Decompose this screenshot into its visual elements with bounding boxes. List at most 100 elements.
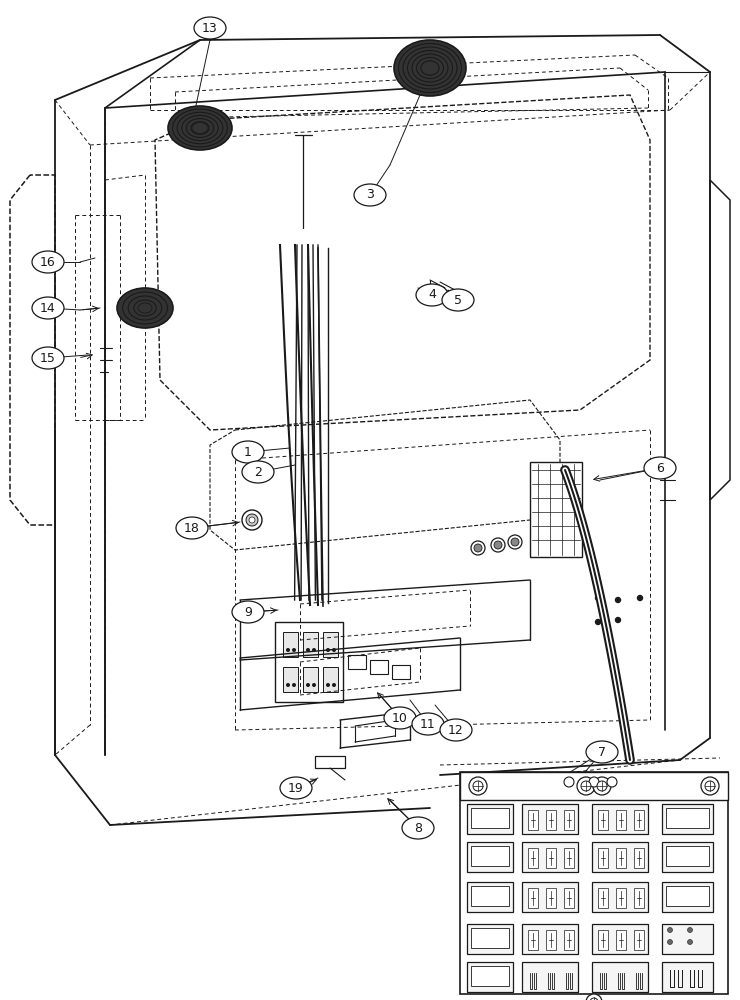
Ellipse shape <box>242 461 274 483</box>
Ellipse shape <box>394 40 466 96</box>
Bar <box>592 924 648 954</box>
Circle shape <box>564 777 574 787</box>
Bar <box>592 962 648 992</box>
Ellipse shape <box>192 122 208 133</box>
Ellipse shape <box>280 777 312 799</box>
Text: 8: 8 <box>414 822 422 834</box>
Bar <box>460 772 728 994</box>
Text: 18: 18 <box>184 522 200 534</box>
Circle shape <box>687 940 693 944</box>
Bar <box>598 930 608 950</box>
Bar <box>546 810 556 830</box>
Circle shape <box>667 940 673 944</box>
Ellipse shape <box>232 441 264 463</box>
Ellipse shape <box>384 707 416 729</box>
Text: 5: 5 <box>454 294 462 306</box>
Ellipse shape <box>168 106 232 150</box>
Ellipse shape <box>416 284 448 306</box>
Bar <box>522 842 578 872</box>
Bar <box>546 930 556 950</box>
Circle shape <box>667 928 673 932</box>
Bar <box>522 804 578 834</box>
Circle shape <box>494 541 502 549</box>
Bar <box>348 655 366 669</box>
Text: 10: 10 <box>392 712 408 724</box>
Ellipse shape <box>176 517 208 539</box>
Bar <box>528 810 538 830</box>
Circle shape <box>473 781 483 791</box>
Bar <box>528 888 538 908</box>
Text: 4: 4 <box>428 288 436 302</box>
Ellipse shape <box>412 713 444 735</box>
Bar <box>467 804 513 834</box>
Circle shape <box>701 777 719 795</box>
Bar <box>564 848 574 868</box>
Ellipse shape <box>32 251 64 273</box>
Circle shape <box>471 541 485 555</box>
Ellipse shape <box>138 303 152 313</box>
Bar <box>546 888 556 908</box>
Bar <box>616 888 626 908</box>
Circle shape <box>616 597 621 602</box>
Bar <box>323 667 338 692</box>
Bar <box>283 632 298 657</box>
Bar <box>315 756 345 768</box>
Circle shape <box>474 544 482 552</box>
Bar <box>467 842 513 872</box>
Circle shape <box>249 517 255 523</box>
Bar <box>634 888 644 908</box>
Circle shape <box>286 683 290 687</box>
Circle shape <box>312 648 316 652</box>
Text: 12: 12 <box>448 724 464 736</box>
Bar <box>634 930 644 950</box>
Bar <box>471 966 509 986</box>
Bar <box>303 632 318 657</box>
Bar <box>522 962 578 992</box>
Bar <box>460 772 728 800</box>
Bar <box>662 962 713 992</box>
Bar <box>370 660 388 674</box>
Circle shape <box>242 510 262 530</box>
Circle shape <box>596 619 600 624</box>
Circle shape <box>597 781 607 791</box>
Text: 14: 14 <box>40 302 56 314</box>
Text: 9: 9 <box>244 605 252 618</box>
Bar <box>598 888 608 908</box>
Bar <box>564 888 574 908</box>
Text: 16: 16 <box>40 255 56 268</box>
Ellipse shape <box>117 288 173 328</box>
Bar <box>528 930 538 950</box>
Circle shape <box>326 648 330 652</box>
Bar <box>467 962 513 992</box>
Bar <box>616 930 626 950</box>
Bar <box>616 810 626 830</box>
Circle shape <box>292 683 296 687</box>
Circle shape <box>312 683 316 687</box>
Ellipse shape <box>644 457 676 479</box>
Text: 15: 15 <box>40 352 56 364</box>
Circle shape <box>596 595 600 600</box>
Circle shape <box>687 928 693 932</box>
Circle shape <box>306 648 310 652</box>
Bar <box>616 848 626 868</box>
Bar <box>471 928 509 948</box>
Bar <box>598 810 608 830</box>
Circle shape <box>593 777 611 795</box>
Text: 7: 7 <box>598 746 606 758</box>
Bar <box>323 632 338 657</box>
Bar <box>528 848 538 868</box>
Bar <box>662 804 713 834</box>
Text: 3: 3 <box>366 188 374 202</box>
Circle shape <box>246 514 258 526</box>
Text: 13: 13 <box>202 21 218 34</box>
Circle shape <box>332 648 336 652</box>
Bar <box>471 846 509 866</box>
Circle shape <box>292 648 296 652</box>
Bar <box>598 848 608 868</box>
Ellipse shape <box>354 184 386 206</box>
Circle shape <box>705 781 715 791</box>
Bar <box>662 924 713 954</box>
Circle shape <box>429 286 434 290</box>
Bar <box>471 886 509 906</box>
Bar <box>471 808 509 828</box>
